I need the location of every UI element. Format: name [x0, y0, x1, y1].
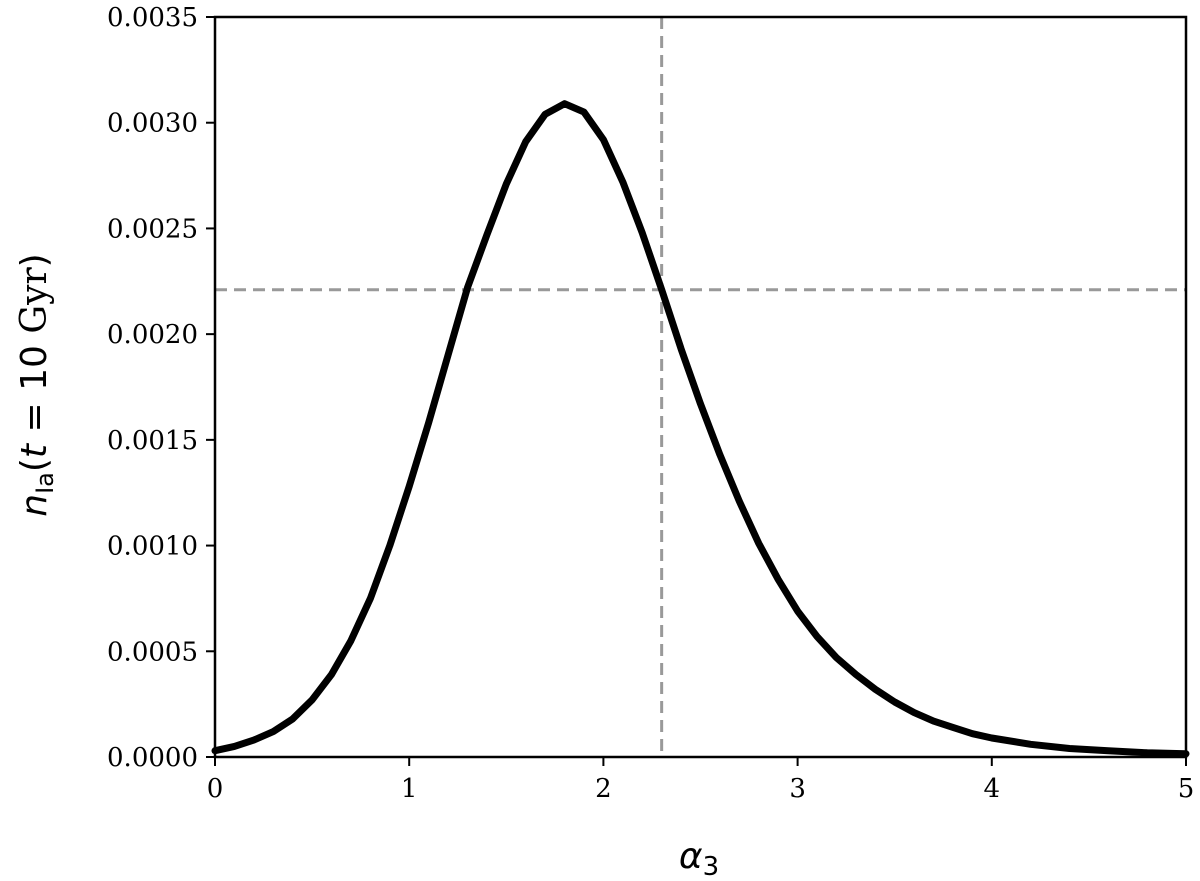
x-tick-label: 1: [401, 774, 418, 804]
y-axis-ticks: 0.0000 0.0005 0.0010 0.0015 0.0020 0.0025 0.00…: [107, 3, 215, 773]
x-tick-label: 0: [207, 774, 224, 804]
y-axis-label-unit: Gyr: [14, 267, 55, 334]
y-tick-label: 0.0005: [107, 637, 198, 667]
reference-lines: [215, 17, 1186, 757]
y-tick-label: 0.0020: [107, 320, 198, 350]
x-axis-label-symbol: α: [679, 836, 703, 877]
y-axis-label-subscript: Ia: [31, 472, 59, 494]
y-axis-label-eq: = 10: [14, 334, 55, 444]
x-axis-label-subscript: 3: [703, 852, 720, 881]
y-tick-label: 0.0015: [107, 426, 198, 456]
plot-frame: [213, 15, 1188, 759]
y-tick-label: 0.0035: [107, 3, 198, 33]
y-axis-label-close: ): [14, 253, 55, 267]
x-tick-label: 4: [984, 774, 1001, 804]
y-axis-label-var: n: [14, 494, 55, 517]
y-axis-label-open: (: [14, 458, 55, 472]
y-axis-label: nIa(t = 10 Gyr): [14, 253, 59, 516]
y-tick-label: 0.0025: [107, 214, 198, 244]
y-tick-label: 0.0030: [107, 109, 198, 139]
y-tick-label: 0.0010: [107, 532, 198, 562]
x-tick-label: 5: [1178, 774, 1195, 804]
x-axis-ticks: 0 1 2 3 4 5: [207, 757, 1195, 804]
y-tick-label: 0.0000: [107, 743, 198, 773]
y-axis-label-t: t: [14, 442, 55, 458]
x-axis-label: α3: [679, 836, 719, 881]
series-line: [211, 100, 1190, 758]
x-tick-label: 2: [595, 774, 612, 804]
x-tick-label: 3: [789, 774, 806, 804]
